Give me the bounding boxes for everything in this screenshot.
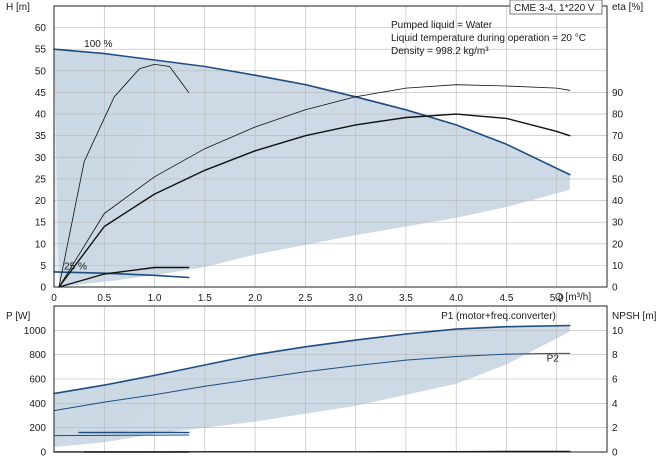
- x-tick: 3.0: [349, 293, 363, 304]
- info-line-1: Pumped liquid = Water: [391, 20, 493, 31]
- x-tick: 0: [51, 293, 57, 304]
- y-tick-right: 10: [612, 326, 624, 337]
- y-tick-left: 50: [35, 66, 47, 77]
- pump-title-box: [509, 0, 603, 15]
- y-tick-left: 600: [29, 375, 46, 386]
- plot-frame: [53, 5, 608, 288]
- series-line: [53, 324, 571, 395]
- y-tick-left: 0: [40, 283, 46, 294]
- x-tick: 5.0: [550, 293, 564, 304]
- curve-annotation: 25 %: [64, 262, 87, 273]
- y-tick-right: 60: [612, 153, 624, 164]
- y-tick-left: 45: [35, 88, 47, 99]
- curves: [53, 48, 571, 288]
- x-tick: 4.0: [449, 293, 463, 304]
- x-tick: 2.5: [298, 293, 312, 304]
- annotations: P1 (motor+freq.converter) P2: [441, 311, 559, 365]
- y-tick-left: 200: [29, 423, 46, 434]
- y-tick-right: 70: [612, 131, 624, 142]
- x-tick: 4.5: [500, 293, 514, 304]
- y-tick-right: 10: [612, 261, 624, 272]
- annotations: 100 % 25 %: [64, 39, 113, 273]
- curve-annotation: 100 %: [84, 39, 112, 50]
- head-efficiency-panel: 0 5 10 15 20 25 30 35 40 45 50 55 60 0 10 20 30 40 50 60 70 8…: [6, 2, 643, 304]
- series-line: [58, 113, 571, 288]
- y-tick-left: 30: [35, 153, 47, 164]
- y-tick-left: 15: [35, 218, 47, 229]
- y-tick-left: 35: [35, 131, 47, 142]
- x-tick: 2.0: [248, 293, 262, 304]
- series-line: [58, 84, 571, 288]
- y-tick-left: 5: [40, 261, 46, 272]
- y-tick-right: 8: [612, 350, 618, 361]
- info-line-3: Density = 998.2 kg/m³: [391, 46, 489, 57]
- info-line-2: Liquid temperature during operation = 20…: [391, 33, 586, 44]
- y-axis-label-npsh: NPSH [m]: [612, 311, 656, 322]
- tick-labels: 0 5 10 15 20 25 30 35 40 45 50 55 60 0 10 20 30 40 50 60 70 8…: [35, 23, 624, 304]
- y-tick-left: 25: [35, 174, 47, 185]
- y-tick-right: 2: [612, 423, 618, 434]
- x-tick: 0.5: [97, 293, 111, 304]
- series-line: [53, 271, 190, 279]
- x-tick: 1.0: [148, 293, 162, 304]
- x-tick: 3.5: [399, 293, 413, 304]
- y-tick-left: 10: [35, 239, 47, 250]
- y-tick-left: 60: [35, 23, 47, 34]
- curve-annotation: P1 (motor+freq.converter): [441, 311, 556, 322]
- y-tick-right: 0: [612, 283, 618, 294]
- y-axis-label-p: P [W]: [6, 311, 30, 322]
- pump-title: CME 3-4, 1*220 V: [514, 3, 595, 14]
- curve-annotation: P2: [547, 353, 560, 364]
- y-tick-left: 400: [29, 399, 46, 410]
- y-axis-label-eta: eta [%]: [612, 2, 643, 13]
- y-tick-right: 4: [612, 399, 618, 410]
- operating-envelope: [54, 49, 570, 288]
- power-npsh-panel: 0 200 400 600 800 1000 0 2 4 6 8 10 P1 (motor+freq.…: [6, 305, 656, 459]
- pump-info: CME 3-4, 1*220 V Pumped liquid = Water L…: [391, 0, 603, 57]
- y-tick-left: 55: [35, 45, 47, 56]
- y-tick-left: 0: [40, 448, 46, 459]
- y-tick-left: 800: [29, 350, 46, 361]
- x-axis-label: Q [m³/h]: [555, 292, 591, 303]
- envelope-area: [54, 325, 570, 448]
- plot-frame: [53, 305, 608, 453]
- series-line: [53, 434, 190, 437]
- series-line: [53, 48, 571, 176]
- series-line: [53, 352, 571, 412]
- envelope-area: [54, 49, 570, 288]
- tick-labels: 0 200 400 600 800 1000 0 2 4 6 8 10: [24, 326, 624, 459]
- y-tick-right: 40: [612, 196, 624, 207]
- y-tick-left: 20: [35, 196, 47, 207]
- y-tick-right: 30: [612, 218, 624, 229]
- y-tick-right: 50: [612, 174, 624, 185]
- y-axis-label-h: H [m]: [6, 2, 30, 13]
- x-tick: 1.5: [198, 293, 212, 304]
- y-tick-left: 40: [35, 110, 47, 121]
- y-tick-right: 20: [612, 239, 624, 250]
- operating-envelope: [54, 325, 570, 448]
- series-line: [58, 64, 190, 288]
- y-tick-right: 80: [612, 110, 624, 121]
- y-tick-right: 6: [612, 375, 618, 386]
- y-tick-right: 0: [612, 448, 618, 459]
- y-tick-right: 90: [612, 88, 624, 99]
- y-tick-left: 1000: [24, 326, 47, 337]
- series-line: [58, 266, 190, 288]
